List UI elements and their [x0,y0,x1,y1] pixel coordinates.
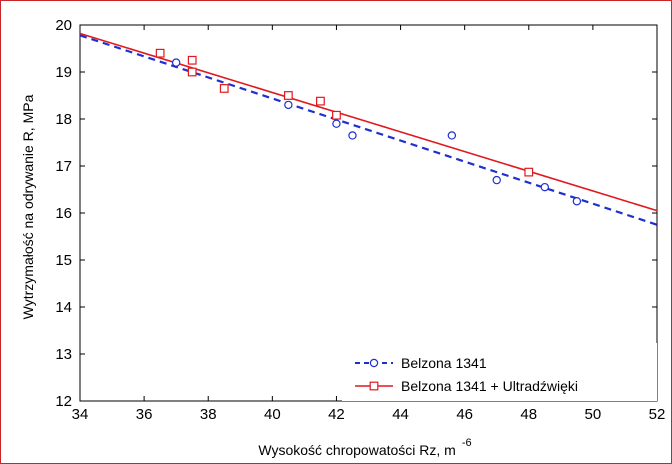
fit-line-belzona [79,34,658,226]
point-belzona [447,131,457,140]
x-tick-label: 38 [200,406,217,423]
y-tick-label: 12 [55,393,72,410]
x-tick-label: 36 [136,406,153,423]
point-belzona-ultrasound [155,48,165,58]
y-tick-label: 14 [55,299,72,316]
point-belzona-ultrasound [187,67,197,77]
point-belzona-ultrasound [332,110,341,120]
y-tick-label: 18 [55,111,72,128]
x-tick-label: 50 [585,406,602,423]
legend-box [342,343,657,401]
x-tick-label: 44 [392,406,409,423]
point-belzona-ultrasound [316,96,325,106]
point-belzona [171,58,181,67]
legend-label: Belzona 1341 + Ultradźwięki [401,378,578,394]
point-belzona-ultrasound [283,91,293,100]
y-tick-label: 15 [55,252,72,269]
y-axis-title: Wytrzymałość na odrywanie R, MPa [20,94,36,319]
x-axis-title: Wysokość chropowatości Rz, m -6 [258,437,471,458]
legend-label: Belzona 1341 [401,355,487,371]
point-belzona-ultrasound [187,55,197,65]
x-tick-label: 46 [456,406,473,423]
legend: Belzona 1341 Belzona 1341 + Ultradźwięki [342,343,657,401]
point-belzona [348,131,357,140]
x-tick-label: 42 [328,406,345,423]
y-tick-label: 19 [55,64,72,81]
x-tick-label: 40 [264,406,281,423]
y-tick-label: 13 [55,346,72,363]
point-belzona-ultrasound [524,167,534,177]
y-tick-label: 17 [55,158,72,175]
x-tick-label: 34 [72,406,89,423]
point-belzona [572,197,582,206]
x-tick-label: 52 [649,406,666,423]
legend-marker [369,358,379,368]
point-belzona [332,119,341,128]
point-belzona [492,175,501,185]
plot-area [79,24,658,402]
x-axis-title-superscript: -6 [462,437,472,449]
point-belzona [284,100,293,110]
point-belzona [540,182,550,192]
x-tick-label: 48 [520,406,537,423]
point-belzona-ultrasound [219,84,229,93]
y-tick-label: 16 [55,205,72,222]
y-tick-label: 20 [55,17,72,34]
legend-marker [369,381,379,391]
